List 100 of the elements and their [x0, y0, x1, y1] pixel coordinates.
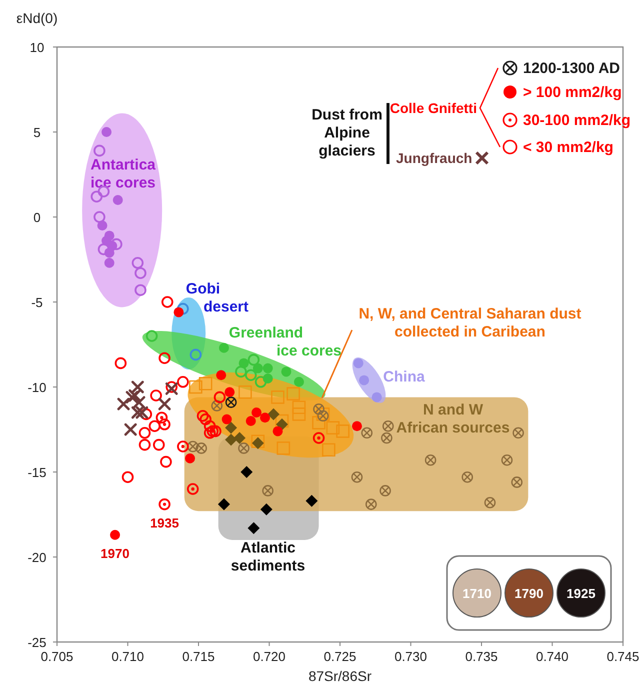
point [248, 354, 260, 366]
y-tick-label: -15 [28, 465, 46, 480]
point [225, 422, 238, 434]
point [275, 414, 289, 428]
point [218, 498, 230, 510]
legend-label: 30-100 mm2/kg [523, 112, 631, 129]
point [380, 485, 391, 496]
legend-label: > 100 mm2/kg [523, 84, 622, 101]
point [251, 434, 265, 448]
point [272, 426, 283, 436]
point [196, 442, 207, 454]
point [206, 425, 219, 438]
point [312, 432, 325, 444]
point [214, 391, 226, 404]
point [124, 423, 137, 436]
point [104, 258, 114, 268]
point [138, 438, 151, 451]
annotation: 1925 [566, 586, 596, 601]
point [204, 427, 216, 439]
point [102, 127, 112, 137]
point [225, 434, 238, 446]
x-tick-label: 0.730 [394, 649, 428, 664]
point [512, 427, 524, 439]
point [134, 267, 146, 279]
point [146, 330, 158, 342]
legend-label: < 30 mm2/kg [523, 139, 614, 156]
y-tick-label: -25 [28, 635, 46, 650]
point [211, 400, 223, 412]
annotation: Atlantic sediments [230, 539, 306, 574]
point [186, 483, 199, 495]
point [260, 503, 272, 516]
point [292, 408, 306, 421]
annotation: Colle Gnifetti [390, 100, 477, 116]
point [140, 408, 152, 420]
point [234, 432, 246, 444]
point [262, 485, 274, 496]
annotation: 1790 [514, 586, 544, 601]
annotation: Antartica ice cores [90, 156, 156, 192]
point [276, 442, 290, 455]
y-tick-label: 10 [30, 40, 44, 55]
point [484, 496, 496, 508]
point [185, 453, 196, 464]
point [281, 366, 292, 377]
x-tick-label: 0.710 [111, 649, 144, 664]
point [351, 471, 363, 483]
x-tick-label: 0.720 [252, 649, 286, 664]
point [196, 410, 209, 422]
point [322, 443, 336, 457]
point [359, 375, 370, 386]
point [187, 440, 198, 452]
point [313, 403, 324, 415]
point [177, 440, 189, 452]
point [117, 398, 130, 410]
point [336, 424, 350, 438]
point [312, 416, 326, 430]
point [238, 442, 250, 454]
point [94, 144, 106, 157]
annotation: 1970 [100, 546, 130, 561]
y-tick-label: -10 [28, 380, 46, 395]
point [150, 390, 162, 402]
point [90, 190, 103, 202]
y-tick-label: 5 [33, 125, 41, 140]
point [225, 396, 237, 408]
point [174, 307, 184, 318]
point [158, 352, 170, 364]
point [160, 456, 172, 468]
point [198, 376, 212, 390]
point [134, 284, 146, 296]
point [286, 387, 300, 400]
point [158, 398, 171, 410]
point [177, 376, 189, 388]
point [271, 390, 284, 404]
point [156, 412, 168, 424]
point [94, 211, 106, 223]
point [200, 413, 212, 426]
x-tick-label: 0.745 [606, 649, 640, 664]
annotation: Gobi desert [186, 280, 249, 316]
legend-label: 1200-1300 AD [523, 60, 620, 77]
point [292, 400, 306, 414]
point [131, 380, 144, 394]
y-tick-label: -20 [28, 550, 46, 565]
point [382, 420, 394, 432]
point [240, 466, 253, 478]
point [353, 358, 364, 368]
point [248, 522, 260, 534]
point [365, 498, 377, 510]
point [244, 369, 257, 381]
point [224, 387, 235, 398]
y-tick-label: 0 [33, 210, 41, 225]
point [294, 376, 304, 387]
annotation: Greenland ice cores [228, 324, 342, 360]
point [110, 238, 122, 250]
point [372, 392, 382, 402]
point [252, 437, 264, 450]
point [216, 370, 226, 380]
point [235, 366, 247, 378]
point [190, 348, 202, 361]
annotation: China [383, 368, 426, 386]
point [317, 410, 329, 422]
annotation: N, W, and Central Saharan dust collected in Caribean [358, 305, 582, 340]
